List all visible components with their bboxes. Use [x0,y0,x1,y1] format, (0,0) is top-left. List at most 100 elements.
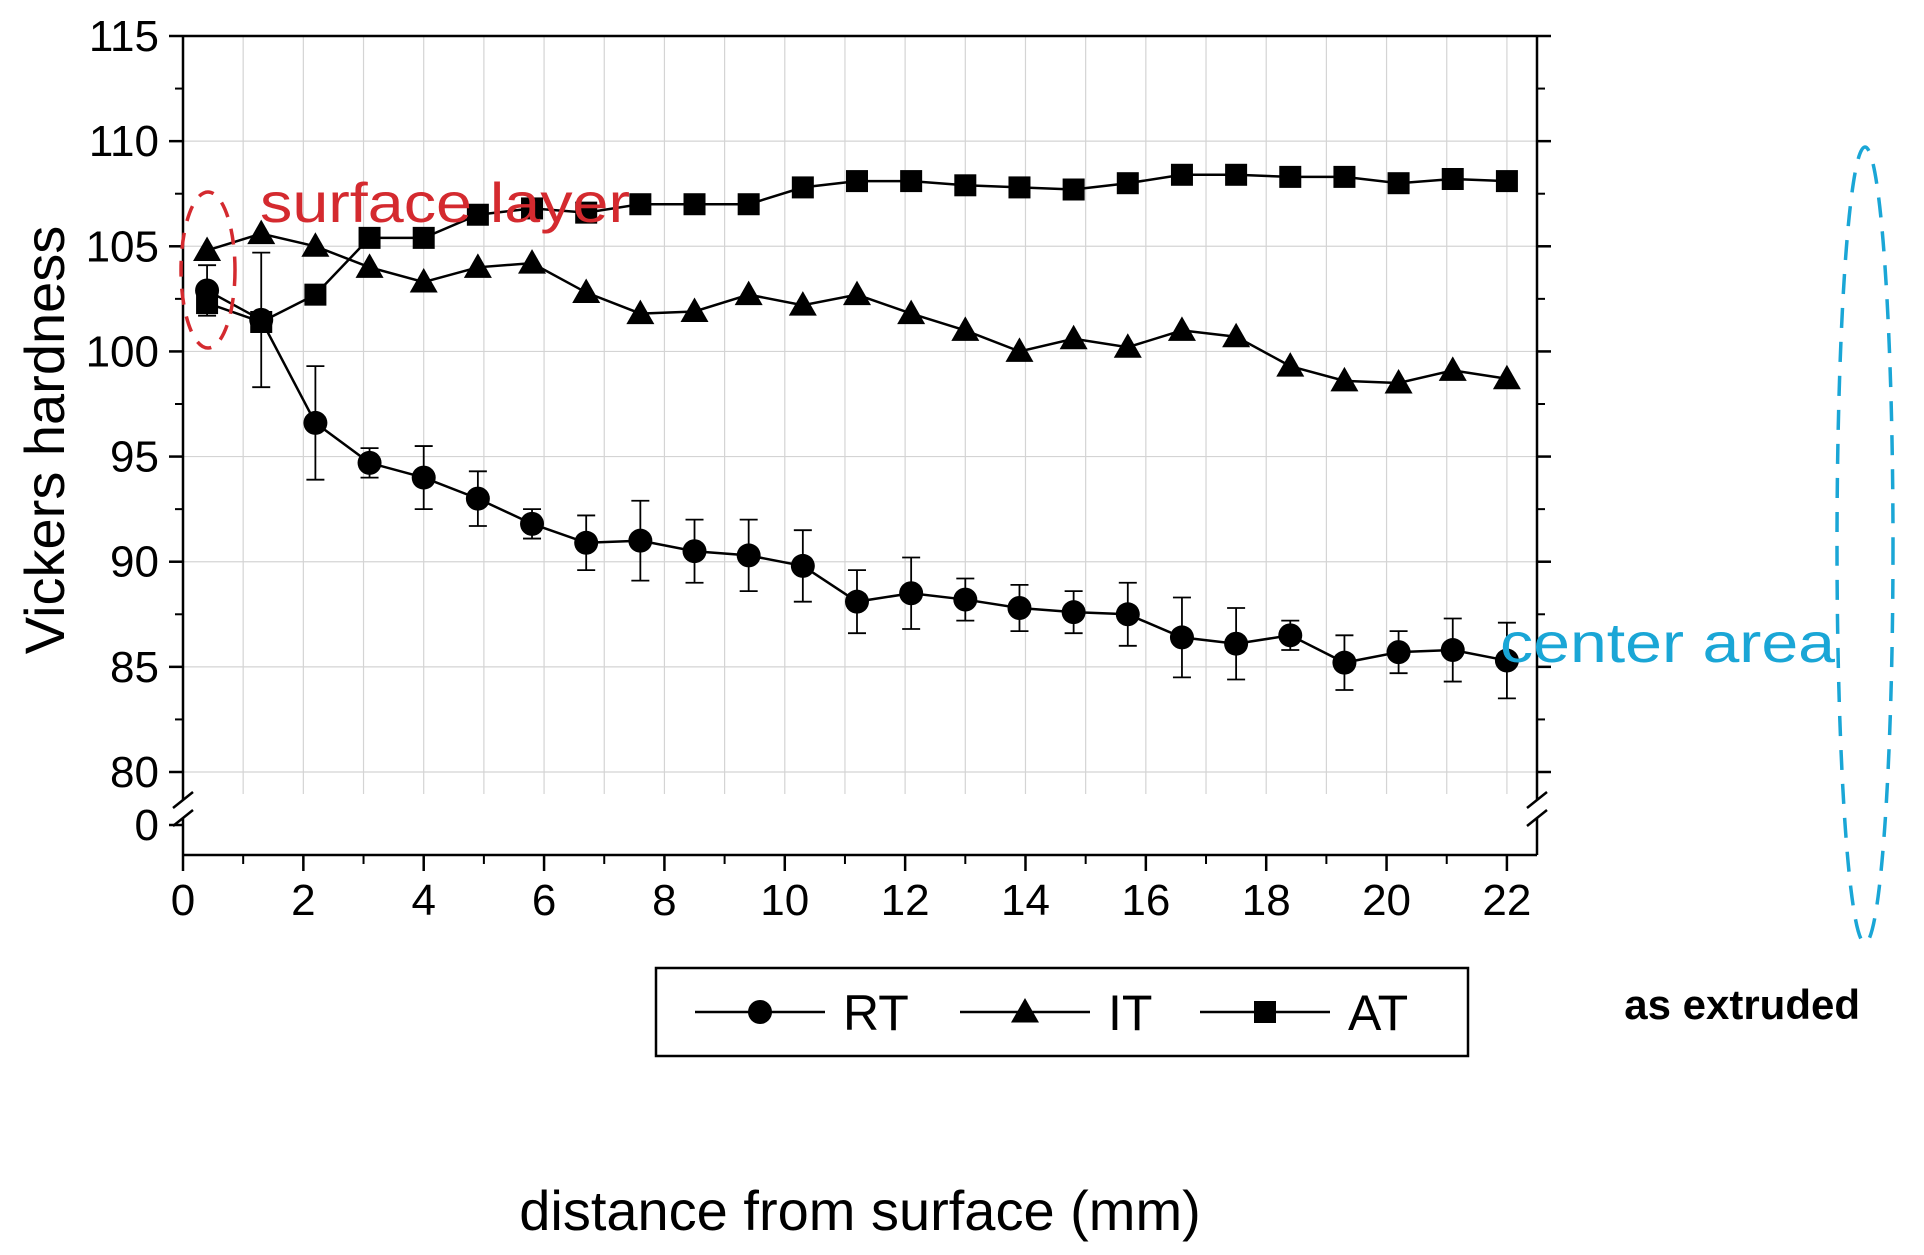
data-point-RT [1169,625,1194,650]
x-axis-label: distance from surface (mm) [519,1179,1201,1242]
data-point-IT [680,297,709,322]
data-point-AT [521,197,544,220]
data-point-RT [953,587,978,612]
data-point-IT [1005,337,1034,362]
data-point-AT [1062,178,1085,201]
data-point-IT [1222,322,1251,348]
data-point-AT [845,170,868,193]
data-point-IT [1330,366,1359,392]
data-point-AT [1008,176,1031,199]
series-IT [206,232,1508,385]
x-tick-label: 6 [532,876,556,925]
grid-lines [183,35,1537,794]
data-point-AT [575,201,598,224]
x-tick-label: 10 [760,876,809,925]
y-tick-label: 100 [86,327,159,376]
data-point-RT [1332,650,1357,675]
data-point-IT [409,268,438,293]
data-point-IT [1438,356,1467,381]
x-tick-label: 14 [1001,876,1050,925]
x-tick-label: 12 [881,876,930,925]
data-point-AT [412,226,435,249]
data-point-AT [954,174,977,197]
y-tick-label: 90 [110,538,159,587]
data-point-RT [574,530,599,555]
data-point-AT [1495,170,1518,193]
x-tick-label: 8 [652,876,676,925]
x-tick-label: 22 [1482,876,1531,925]
data-point-RT [1278,623,1303,648]
data-point-IT [1113,333,1142,358]
markers-IT [193,219,1521,394]
data-point-RT [899,581,924,606]
data-point-AT [791,176,814,199]
data-point-IT [626,299,655,325]
data-point-AT [629,193,652,216]
data-point-AT [196,292,219,315]
y-tick-label: 80 [110,748,159,797]
data-point-AT [1279,165,1302,188]
x-tick-label: 2 [291,876,315,925]
data-point-IT [788,291,817,316]
data-point-RT [1061,600,1086,625]
axis-break-mark [172,791,194,809]
as-extruded-label: as extruded [1624,981,1860,1028]
axis-break-mark [1526,809,1548,827]
data-point-AT [1333,165,1356,188]
data-point-AT [1116,172,1139,195]
data-point-AT [1225,163,1248,186]
data-point-IT [518,249,547,274]
data-point-RT [1224,631,1249,656]
data-point-IT [842,280,871,306]
data-point-RT [1440,638,1465,663]
x-tick-label: 0 [171,876,195,925]
data-point-AT [900,170,923,193]
y-axis-label: Vickers hardness [13,226,76,655]
x-tick-label: 4 [411,876,435,925]
data-point-AT [683,193,706,216]
x-tick-label: 16 [1121,876,1170,925]
data-point-IT [951,316,980,341]
data-point-AT [1441,167,1464,190]
data-point-IT [1167,316,1196,341]
data-point-IT [734,280,763,306]
legend-marker-RT [748,1000,772,1024]
data-point-RT [790,553,815,578]
data-point-RT [628,528,653,553]
data-point-RT [682,539,707,564]
legend-label-RT: RT [843,985,909,1041]
legend: RT IT AT [654,966,1470,1058]
center-area-ellipse [1835,145,1895,945]
data-point-AT [358,226,381,249]
data-point-IT [355,253,384,278]
data-point-IT [1276,352,1305,377]
data-point-IT [1384,368,1413,394]
surface-layer-label: surface layer [260,171,630,234]
surface-layer-ellipse [179,190,237,350]
data-point-IT [193,236,222,261]
data-point-IT [1492,364,1521,390]
data-point-IT [301,232,330,257]
data-point-AT [737,193,760,216]
data-point-RT [465,486,490,511]
data-point-AT [1170,163,1193,186]
data-point-IT [1059,324,1088,350]
data-point-RT [303,410,328,435]
data-point-RT [1386,640,1411,665]
axes: 80 85 90 95 100 105 110 115 00 2 4 6 8 10 12 14 16 18 20 22… [13,12,1551,1242]
data-point-IT [572,278,601,304]
x-tick-label: 18 [1242,876,1291,925]
markers-RT [195,278,1519,675]
data-point-RT [1115,602,1140,627]
series-markers [193,163,1521,675]
y-tick-label-zero: 0 [135,801,159,850]
axis-break-mark [172,809,194,827]
data-point-RT [844,589,869,614]
data-point-RT [357,450,382,475]
series-lines [198,173,1516,700]
y-tick-label: 85 [110,643,159,692]
data-point-AT [466,203,489,226]
annotations: surface layer center area as extruded [179,145,1895,1028]
y-tick-label: 95 [110,433,159,482]
